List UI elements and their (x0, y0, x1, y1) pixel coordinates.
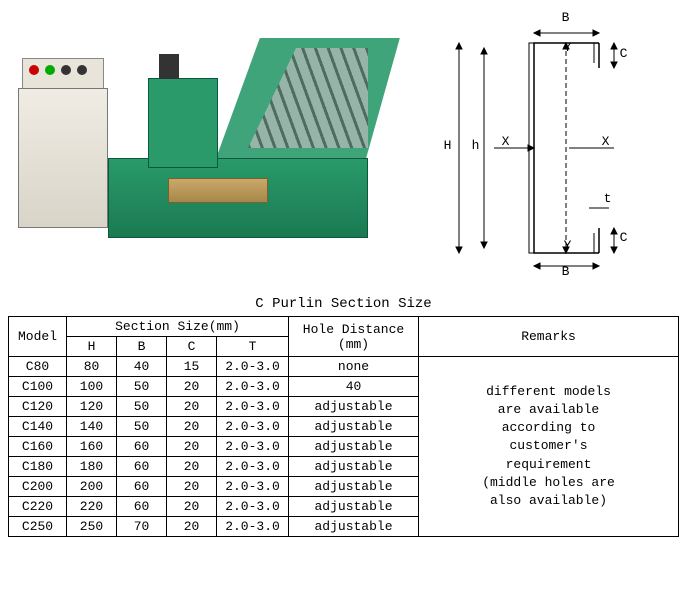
cell-H: 140 (67, 417, 117, 437)
cell-T: 2.0-3.0 (217, 457, 289, 477)
cell-H: 180 (67, 457, 117, 477)
cell-H: 250 (67, 517, 117, 537)
cell-B: 50 (117, 417, 167, 437)
cell-B: 60 (117, 437, 167, 457)
cell-C: 20 (167, 477, 217, 497)
section-diagram: B Y C H h X X t C Y B (404, 8, 679, 288)
dim-t: t (604, 191, 612, 206)
dim-X-right: X (602, 134, 610, 149)
cell-model: C180 (9, 457, 67, 477)
cell-model: C80 (9, 357, 67, 377)
cell-hole: adjustable (289, 457, 419, 477)
table-row: C808040152.0-3.0nonedifferent models are… (9, 357, 679, 377)
dim-Y-bot: Y (564, 238, 572, 253)
dim-C-bot: C (620, 230, 628, 245)
cell-C: 20 (167, 497, 217, 517)
top-figure-area: B Y C H h X X t C Y B (8, 8, 679, 288)
cell-B: 60 (117, 497, 167, 517)
machine-illustration (8, 8, 394, 288)
cell-T: 2.0-3.0 (217, 517, 289, 537)
cell-C: 20 (167, 517, 217, 537)
dim-H: H (444, 138, 452, 153)
table-title: C Purlin Section Size (8, 296, 679, 312)
cell-model: C200 (9, 477, 67, 497)
cell-C: 20 (167, 397, 217, 417)
cell-model: C160 (9, 437, 67, 457)
cell-B: 60 (117, 457, 167, 477)
cell-C: 20 (167, 377, 217, 397)
dim-h: h (472, 138, 480, 153)
th-remarks: Remarks (419, 317, 679, 357)
th-section: Section Size(mm) (67, 317, 289, 337)
cell-hole: adjustable (289, 417, 419, 437)
cell-hole: adjustable (289, 477, 419, 497)
cell-H: 220 (67, 497, 117, 517)
cell-hole: adjustable (289, 397, 419, 417)
cell-T: 2.0-3.0 (217, 497, 289, 517)
th-model: Model (9, 317, 67, 357)
cell-H: 200 (67, 477, 117, 497)
cell-hole: 40 (289, 377, 419, 397)
cell-C: 20 (167, 417, 217, 437)
cell-C: 15 (167, 357, 217, 377)
th-T: T (217, 337, 289, 357)
cell-model: C100 (9, 377, 67, 397)
cell-B: 70 (117, 517, 167, 537)
cell-B: 50 (117, 397, 167, 417)
dim-B-bot: B (562, 264, 570, 279)
cell-C: 20 (167, 437, 217, 457)
cell-C: 20 (167, 457, 217, 477)
th-C: C (167, 337, 217, 357)
cell-H: 80 (67, 357, 117, 377)
cell-T: 2.0-3.0 (217, 477, 289, 497)
th-H: H (67, 337, 117, 357)
cell-B: 40 (117, 357, 167, 377)
cell-H: 120 (67, 397, 117, 417)
cell-T: 2.0-3.0 (217, 397, 289, 417)
cell-hole: adjustable (289, 497, 419, 517)
cell-T: 2.0-3.0 (217, 377, 289, 397)
cell-hole: adjustable (289, 517, 419, 537)
cell-T: 2.0-3.0 (217, 357, 289, 377)
dim-X-left: X (502, 134, 510, 149)
cell-H: 160 (67, 437, 117, 457)
cell-B: 50 (117, 377, 167, 397)
cell-B: 60 (117, 477, 167, 497)
cell-T: 2.0-3.0 (217, 437, 289, 457)
cell-H: 100 (67, 377, 117, 397)
cell-T: 2.0-3.0 (217, 417, 289, 437)
dim-C-top: C (620, 46, 628, 61)
cell-model: C120 (9, 397, 67, 417)
dim-B-top: B (562, 10, 570, 25)
remarks-cell: different models are available according… (419, 357, 679, 537)
table-body: C808040152.0-3.0nonedifferent models are… (9, 357, 679, 537)
dim-Y-top: Y (564, 40, 572, 55)
cell-hole: none (289, 357, 419, 377)
cell-model: C250 (9, 517, 67, 537)
th-hole: Hole Distance (mm) (289, 317, 419, 357)
cell-model: C220 (9, 497, 67, 517)
cell-hole: adjustable (289, 437, 419, 457)
th-B: B (117, 337, 167, 357)
cell-model: C140 (9, 417, 67, 437)
spec-table: Model Section Size(mm) Hole Distance (mm… (8, 316, 679, 537)
